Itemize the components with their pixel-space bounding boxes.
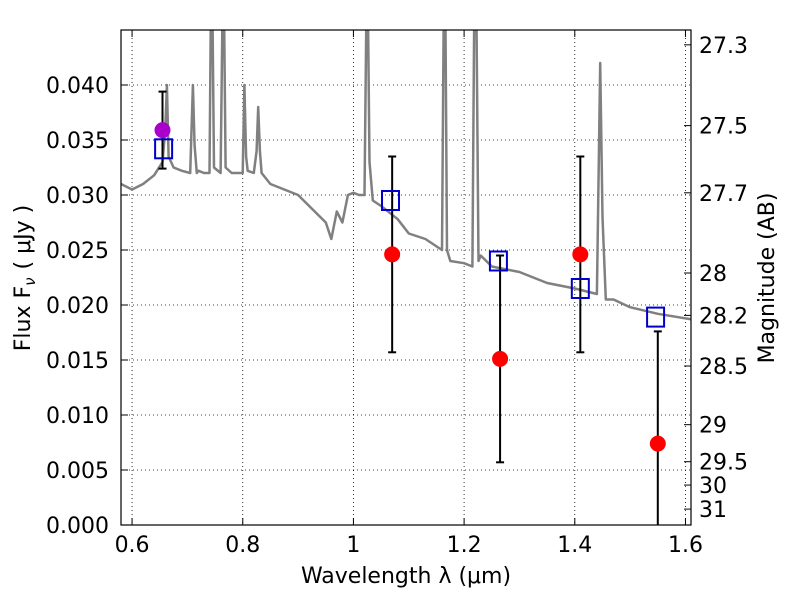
x-tick-label: 1.4 [557, 533, 592, 558]
y2-tick-label: 28.5 [699, 355, 748, 380]
y2-tick-label: 30 [699, 474, 727, 499]
model-flux-marker [154, 138, 174, 160]
y2-axis-label: Magnitude (AB) [755, 193, 780, 364]
sed-line [121, 30, 691, 321]
y2-tick-label: 29.5 [699, 451, 748, 476]
x-axis-label: Wavelength λ (μm) [301, 564, 511, 589]
axis-ticks: 0.6 0.8 1 1.2 1.4 1.6 0.000 0.005 0.010 0.015 0.02… [46, 30, 748, 558]
y2-tick-label: 27.7 [699, 182, 748, 207]
model-flux-marker [381, 190, 401, 211]
x-tick-label: 1.2 [447, 533, 482, 558]
x-tick-label: 0.8 [225, 533, 260, 558]
observed-flux-marker [154, 122, 171, 139]
y2-tick-label: 28 [699, 262, 727, 287]
error-bar-layer [158, 90, 662, 525]
y2-tick-label: 27.3 [699, 34, 748, 59]
y2-tick-label: 28.2 [699, 304, 748, 329]
y-axis-label-text: Flux F [11, 286, 36, 351]
y-tick-label: 0.040 [46, 74, 109, 99]
y-tick-label: 0.000 [46, 514, 109, 539]
sed-line-layer [121, 30, 691, 321]
y-axis-label: Flux Fν ( μJy ) [11, 205, 39, 351]
x-tick-label: 1.6 [668, 533, 703, 558]
svg-text:Flux Fν( μJy ): Flux Fν ( μJy ) [11, 205, 39, 351]
y-tick-label: 0.005 [46, 459, 109, 484]
observed-flux-marker [492, 350, 509, 367]
y2-tick-label: 31 [699, 498, 727, 523]
y2-tick-label: 29 [699, 414, 727, 439]
y-tick-label: 0.010 [46, 404, 109, 429]
model-flux-marker [570, 278, 590, 299]
y-tick-label: 0.025 [46, 239, 109, 264]
x-tick-label: 1 [346, 533, 360, 558]
marker-layer [154, 122, 666, 452]
observed-flux-marker [384, 246, 401, 263]
y-axis-label-subscript: ν [21, 277, 39, 285]
y-tick-label: 0.015 [46, 349, 109, 374]
plot-frame [120, 29, 692, 526]
y-tick-label: 0.020 [46, 294, 109, 319]
y-tick-label: 0.035 [46, 129, 109, 154]
model-flux-marker [646, 306, 666, 328]
y-tick-label: 0.030 [46, 184, 109, 209]
y2-tick-label: 27.5 [699, 115, 748, 140]
y-axis-label-unit: ( μJy ) [11, 205, 36, 270]
observed-flux-marker [572, 246, 589, 263]
x-tick-label: 0.6 [115, 533, 150, 558]
observed-flux-marker [649, 435, 666, 452]
model-flux-marker [488, 250, 508, 272]
